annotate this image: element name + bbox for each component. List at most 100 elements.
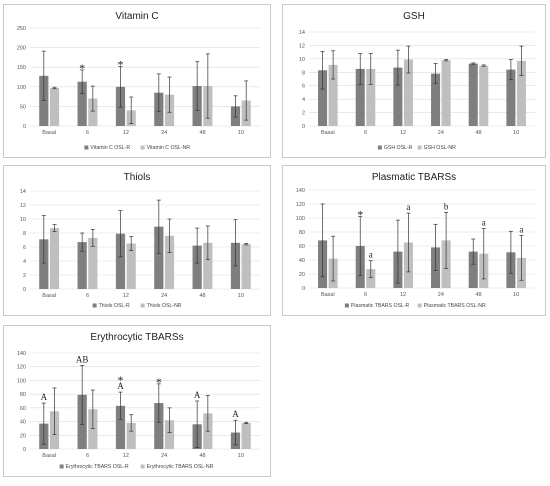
y-tick-label: 2 [23,273,26,279]
bar [506,69,516,126]
y-tick-label: 12 [20,203,26,209]
x-tick-label: 12 [123,130,129,136]
y-tick-label: 14 [20,189,26,195]
y-tick-label: 250 [17,26,26,32]
legend-swatch [344,303,349,308]
legend-label: Vitamin C OSL-NR [147,145,191,151]
x-tick-label: 6 [364,130,367,136]
y-tick-label: 80 [299,230,305,236]
chart-panel-thiols: Thiols 0 2 4 6 8 10 12 14 Basal 6 12 24 48 10 Thiols O… [3,165,271,316]
bar [468,63,478,126]
legend-label: Erythrocytic TBARS OSL-NR [147,464,214,470]
bar [39,75,49,126]
annotation-label: a [519,225,523,235]
legend-label: GSH OSL-NR [424,145,457,151]
annotation-label: A [194,390,201,400]
x-tick-label: 6 [86,293,89,299]
bar [241,422,251,449]
x-tick-label: 10 [238,293,244,299]
x-tick-label: 48 [475,130,481,136]
chart-title: Plasmatic TBARSs [371,172,457,183]
annotation-label: b [444,201,449,211]
x-tick-label: 12 [400,130,406,136]
chart-title: Erythrocytic TBARSs [90,332,184,343]
legend-label: Vitamin C OSL-R [90,145,130,151]
chart-svg-plasmatic-tbars: 0 20 40 60 80 100 120 140 Basal 6 12 24 48 10 * a a b a a Pl… [296,188,535,309]
y-tick-label: 4 [23,259,26,265]
y-tick-label: 200 [17,46,26,52]
y-tick-label: 140 [17,351,26,357]
y-tick-label: 0 [23,447,26,453]
y-tick-label: 40 [20,420,26,426]
annotation-label: * [357,208,363,222]
x-tick-label: 24 [438,130,444,136]
y-tick-label: 6 [23,245,26,251]
annotation-label: A [41,392,48,402]
chart-svg-vitamin-c: 0 50 100 150 200 250 Basal 6 12 24 48 10 * * Vitamin C… [17,26,260,151]
x-tick-label: 24 [438,292,444,298]
bar [126,243,136,289]
annotation-label: a [482,218,486,228]
x-tick-label: 24 [161,453,167,459]
y-tick-label: 14 [299,30,305,36]
x-tick-label: 10 [238,130,244,136]
x-tick-label: 48 [475,292,481,298]
y-tick-label: 120 [17,365,26,371]
bar [241,244,251,289]
legend-swatch [417,303,422,308]
y-tick-label: 0 [23,287,26,293]
bar [77,81,87,126]
chart-panel-erythrocytic-tbars: Erythrocytic TBARSs 0 20 40 60 80 100 120 140 Ba… [3,325,271,477]
y-tick-label: 100 [296,216,305,222]
y-tick-label: 4 [302,97,305,103]
bar [328,64,338,126]
legend-label: Plasmatic TBARS OSL-R [351,303,410,309]
x-tick-label: Basal [321,130,335,136]
legend-swatch [140,145,145,150]
bar [49,228,60,289]
x-tick-label: 48 [199,293,205,299]
x-tick-label: 12 [123,293,129,299]
x-tick-label: 6 [364,292,367,298]
x-tick-label: Basal [42,453,56,459]
bar [203,242,213,289]
legend-swatch [417,145,422,150]
x-tick-label: 24 [161,130,167,136]
annotation-label: A [232,409,239,419]
x-tick-label: 12 [123,453,129,459]
bar [403,59,413,126]
chart-title: Vitamin C [115,11,159,22]
y-tick-label: 100 [17,85,26,91]
bar [479,65,489,126]
y-tick-label: 10 [299,57,305,63]
x-tick-label: 10 [513,292,519,298]
y-tick-label: 60 [299,244,305,250]
y-tick-label: 120 [296,202,305,208]
y-tick-label: 0 [23,124,26,130]
legend-swatch [140,303,145,308]
y-tick-label: 20 [299,272,305,278]
bar [88,409,98,449]
bar [164,420,175,449]
legend-swatch [59,464,64,469]
x-tick-label: 48 [199,453,205,459]
x-tick-label: 10 [513,130,519,136]
bar [468,251,478,288]
bar [39,239,49,289]
legend-label: GSH OSL-R [384,145,413,151]
chart-title: GSH [403,11,425,22]
bar [164,235,175,289]
bar [366,68,376,126]
x-tick-label: Basal [42,293,56,299]
annotation-label: a [369,250,373,260]
y-tick-label: 150 [17,65,26,71]
chart-panel-vitamin-c: Vitamin C 0 50 100 150 200 250 Basal 6 12 24 48 10 *… [3,4,271,158]
bar [366,269,376,288]
bar [49,87,60,126]
y-tick-label: 12 [299,43,305,49]
x-tick-label: 10 [238,453,244,459]
legend-swatch [140,464,145,469]
legend-label: Thiols OSL-R [99,303,130,309]
x-tick-label: 6 [86,130,89,136]
